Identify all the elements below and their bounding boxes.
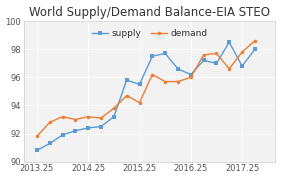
demand: [189, 76, 192, 78]
demand: [112, 107, 115, 109]
demand: [151, 73, 154, 76]
demand: [228, 68, 231, 70]
supply: [99, 125, 103, 128]
Line: demand: demand: [35, 39, 257, 138]
demand: [164, 81, 167, 83]
demand: [61, 116, 64, 118]
supply: [215, 62, 218, 64]
supply: [48, 142, 51, 144]
Legend: supply, demand: supply, demand: [88, 26, 211, 42]
supply: [61, 134, 64, 136]
demand: [125, 95, 128, 97]
supply: [35, 149, 38, 151]
Title: World Supply/Demand Balance-EIA STEO: World Supply/Demand Balance-EIA STEO: [29, 6, 270, 19]
supply: [189, 73, 192, 76]
supply: [151, 55, 154, 57]
demand: [138, 101, 141, 104]
supply: [164, 52, 167, 55]
demand: [202, 54, 205, 56]
demand: [74, 118, 77, 121]
supply: [176, 68, 180, 70]
demand: [176, 81, 180, 83]
supply: [125, 79, 128, 81]
demand: [35, 135, 38, 137]
Line: supply: supply: [35, 40, 257, 152]
supply: [112, 116, 115, 118]
demand: [87, 116, 90, 118]
demand: [241, 51, 244, 53]
supply: [87, 127, 90, 129]
demand: [215, 52, 218, 55]
supply: [74, 130, 77, 132]
supply: [253, 48, 257, 50]
demand: [99, 117, 103, 119]
demand: [253, 40, 257, 42]
demand: [48, 121, 51, 123]
supply: [202, 59, 205, 62]
supply: [138, 83, 141, 85]
supply: [228, 41, 231, 43]
supply: [241, 65, 244, 67]
